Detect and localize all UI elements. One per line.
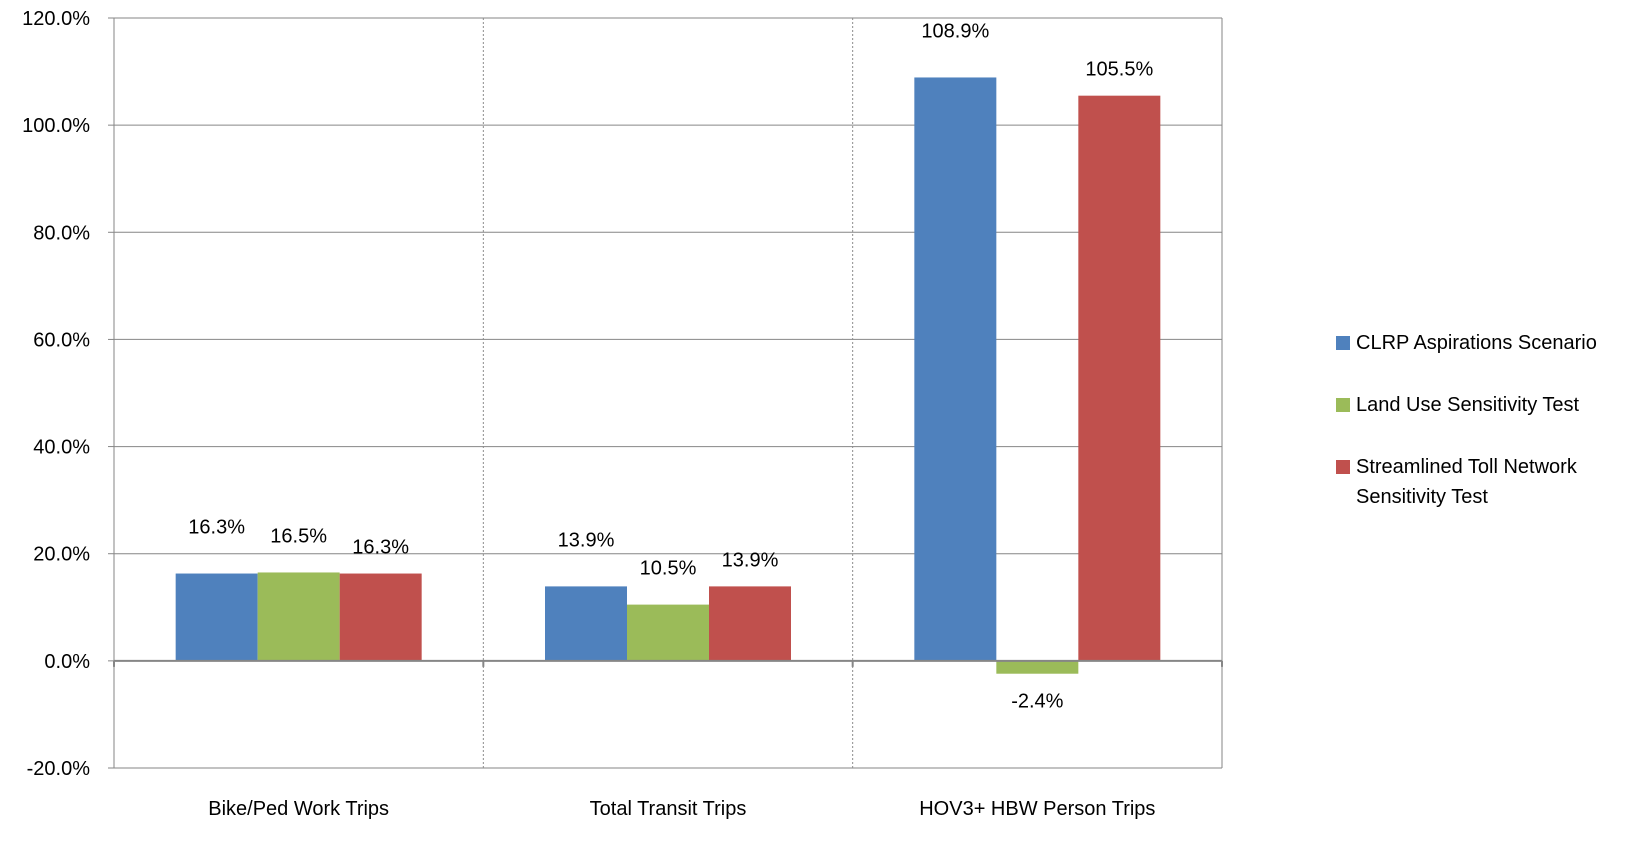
legend-item-land-use: Land Use Sensitivity Test <box>1336 390 1636 420</box>
legend-swatch-toll-network <box>1336 460 1350 474</box>
bar <box>339 573 422 661</box>
bar <box>996 660 1079 674</box>
data-label: 16.3% <box>188 517 245 539</box>
bar <box>175 573 258 661</box>
y-axis-ticks: -20.0% 0.0% 20.0% 40.0% 60.0% 80.0% 100.0% 120.… <box>22 8 90 780</box>
legend-label: Land Use Sensitivity Test <box>1356 394 1580 416</box>
data-label: 108.9% <box>921 20 989 42</box>
data-label: 13.9% <box>558 529 615 551</box>
category-label: Bike/Ped Work Trips <box>208 798 389 820</box>
data-label: 13.9% <box>722 549 779 571</box>
data-label: 105.5% <box>1085 59 1153 81</box>
bar <box>1078 95 1161 661</box>
y-tick-label: -20.0% <box>27 758 91 780</box>
data-labels: 16.3% 16.5% 16.3% 13.9% 10.5% 13.9% 108.9% -2.4… <box>188 20 1153 712</box>
category-label: Total Transit Trips <box>590 798 747 820</box>
bar <box>545 586 627 661</box>
y-tick-label: 0.0% <box>44 651 90 673</box>
legend-item-clrp: CLRP Aspirations Scenario <box>1336 328 1636 358</box>
category-labels: Bike/Ped Work Trips Total Transit Trips HO… <box>208 798 1155 820</box>
legend: CLRP Aspirations Scenario Land Use Sensi… <box>1336 328 1636 544</box>
legend-item-toll-network: Streamlined Toll Network Sensitivity Tes… <box>1336 452 1636 512</box>
bar <box>709 586 791 661</box>
y-tick-label: 60.0% <box>33 329 90 351</box>
legend-swatch-land-use <box>1336 398 1350 412</box>
axes <box>108 17 1223 769</box>
data-label: 16.3% <box>352 537 409 559</box>
data-label: 10.5% <box>640 558 697 580</box>
y-tick-label: 100.0% <box>22 115 90 137</box>
bar <box>914 77 997 661</box>
bars <box>175 77 1161 674</box>
bar <box>627 604 709 661</box>
legend-swatch-clrp <box>1336 336 1350 350</box>
category-label: HOV3+ HBW Person Trips <box>919 798 1155 820</box>
gridlines <box>114 17 1222 769</box>
legend-label: CLRP Aspirations Scenario <box>1356 332 1597 354</box>
y-tick-label: 20.0% <box>33 544 90 566</box>
data-label: -2.4% <box>1011 691 1063 713</box>
bar <box>257 572 340 661</box>
y-tick-label: 40.0% <box>33 437 90 459</box>
data-label: 16.5% <box>270 525 327 547</box>
y-tick-label: 120.0% <box>22 8 90 30</box>
legend-label: Streamlined Toll Network Sensitivity Tes… <box>1356 456 1577 508</box>
y-tick-label: 80.0% <box>33 222 90 244</box>
